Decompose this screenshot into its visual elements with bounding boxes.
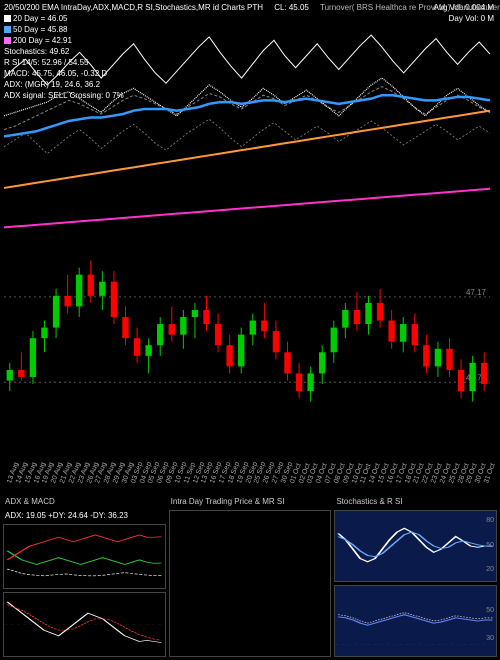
adx-signal-line: ADX signal: SELL Crossing: 0 7% (4, 90, 496, 101)
bottom-panels: ADX & MACD ADX: 19.05 +DY: 24.64 -DY: 36… (0, 496, 500, 660)
panel2-title: Intra Day Trading Price & MR SI (169, 496, 332, 507)
stochastics-panel: 80 50 20 (334, 510, 497, 582)
indicator-info-block: 20/50/200 EMA IntraDay,ADX,MACD,R SI,Sto… (0, 0, 500, 103)
adx-line: ADX: (MGR) 19, 24.6, 36.2 (4, 79, 496, 90)
panel1-title: ADX & MACD (3, 496, 166, 507)
adx-panel (3, 524, 166, 589)
svg-text:47.17: 47.17 (466, 288, 487, 297)
ma20-line: 20 Day = 46.05 (4, 13, 496, 24)
ma200-line: 200 Day = 42.91 (4, 35, 496, 46)
header-line-0: 20/50/200 EMA IntraDay,ADX,MACD,R SI,Sto… (4, 2, 496, 13)
intraday-panel (169, 510, 332, 657)
ma200-swatch (4, 37, 11, 44)
rsi-panel: 50 30 (334, 585, 497, 657)
ma20-swatch (4, 15, 11, 22)
ma50-line: 50 Day = 45.88 (4, 24, 496, 35)
adx-stats: ADX: 19.05 +DY: 24.64 -DY: 36.23 (3, 510, 166, 521)
rsi-line: R SI 14/5: 52.96 / 54.55 (4, 57, 496, 68)
macd-line: MACD: 45.75, 46.05, -0.32 D (4, 68, 496, 79)
macd-panel (3, 592, 166, 657)
stoch-line: Stochastics: 49.62 (4, 46, 496, 57)
candlestick-chart: 47.1744.75 (0, 244, 500, 454)
date-axis: 13 Aug14 Aug15 Aug16 Aug19 Aug20 Aug21 A… (0, 454, 500, 496)
panel3-title: Stochastics & R SI (334, 496, 497, 507)
ma50-swatch (4, 26, 11, 33)
